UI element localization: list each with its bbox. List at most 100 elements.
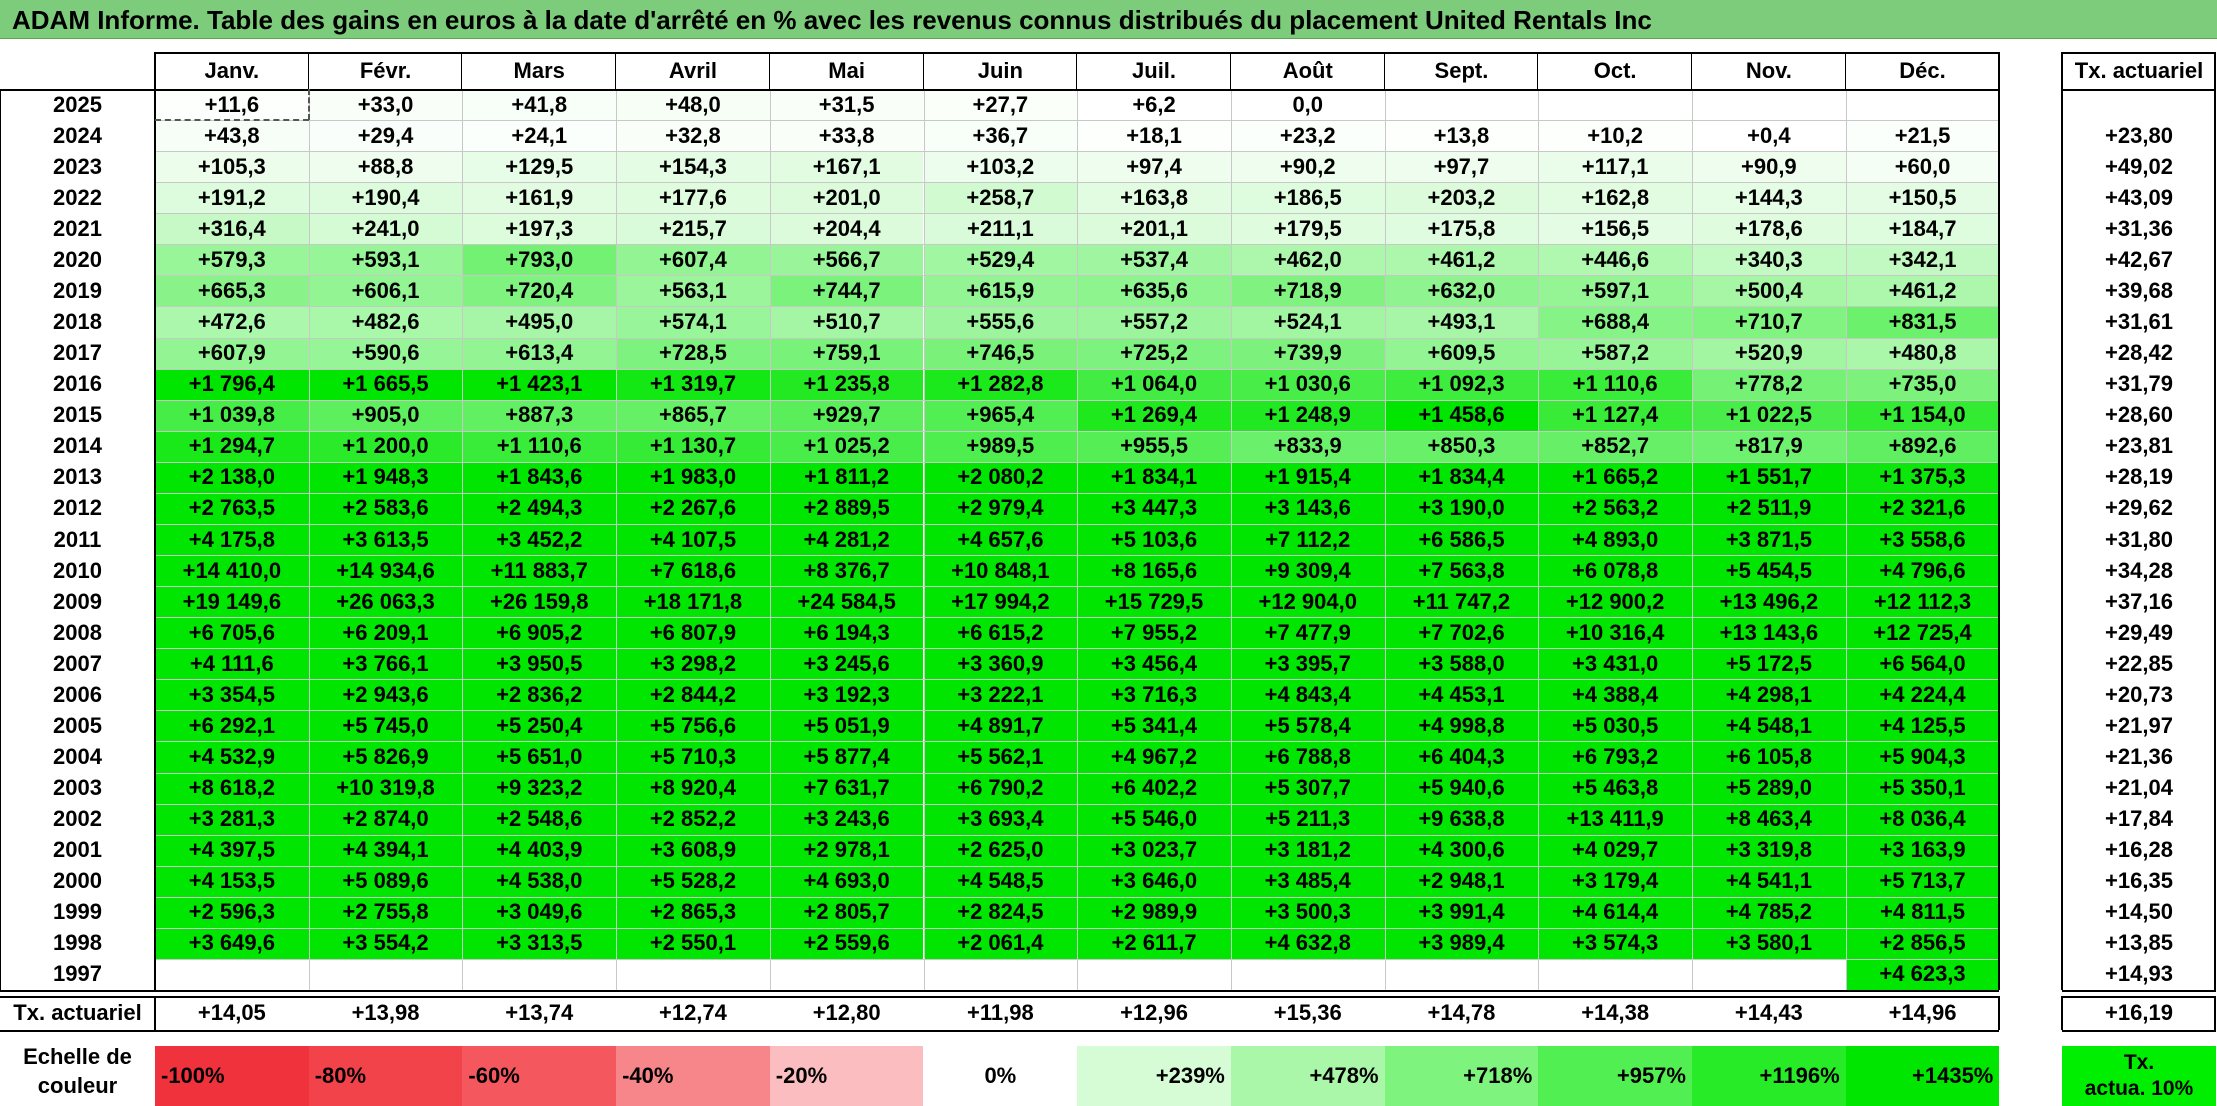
gain-cell: +3 588,0 [1384,648,1539,680]
month-tx-actuariel: +13,74 [505,1000,574,1025]
gain-cell: +482,6 [308,306,463,338]
gain-cell: +1 110,6 [462,430,617,462]
year-label: 2018 [53,309,102,335]
gain-cell: +2 874,0 [308,803,463,835]
color-scale-step: +1435% [1845,1046,2000,1106]
gain-cell: +316,4 [155,213,309,245]
gain-cell: +1 375,3 [1845,461,2000,493]
column-gridline [462,89,464,991]
gain-cell: +4 175,8 [155,523,309,556]
row-tx-actuariel: +43,09 [2105,184,2173,210]
gain-cell: +201,1 [1077,213,1231,245]
year-label: 2020 [53,246,102,272]
gain-cell: +203,2 [1384,182,1539,214]
gain-cell: +5 103,6 [1077,523,1231,556]
month-tx-actuariel: +12,96 [1120,1000,1188,1025]
row-tx-actuariel: +21,97 [2105,712,2173,738]
row-gridline [155,586,2000,588]
gain-cell: +3 608,9 [616,834,770,866]
gain-cell: +2 852,2 [616,803,770,835]
gain-cell: +156,5 [1538,213,1692,245]
gain-cell: +563,1 [616,275,770,307]
row-tx-actuariel: +13,85 [2105,930,2173,956]
tx-actuariel-legend: Tx. actua. 10% [2062,1046,2216,1106]
gain-cell: +609,5 [1384,337,1539,369]
gain-cell: +905,0 [308,399,463,431]
gain-cell: +177,6 [616,182,770,214]
gain-cell: +90,9 [1692,151,1846,183]
gain-cell: +48,0 [616,89,770,121]
gain-cell: +5 546,0 [1077,803,1231,835]
gain-cell: +6 793,2 [1538,741,1692,773]
gain-cell: +29,4 [308,120,463,152]
gain-cell: +3 313,5 [462,927,617,959]
month-header-5: Mai [828,57,865,83]
year-label: 2002 [53,806,102,832]
column-gridline [923,89,925,991]
tx-row-label: Tx. actuariel [13,1000,142,1025]
table-border [0,89,2000,91]
row-tx-actuariel: +29,62 [2105,495,2173,521]
gain-cell: +887,3 [462,399,617,431]
gain-cell: +5 030,5 [1538,710,1692,742]
row-gridline [155,461,2000,463]
gain-cell: +241,0 [308,213,463,245]
gain-cell [155,958,309,991]
gain-cell: +3 989,4 [1384,927,1539,959]
gain-cell [1538,89,1692,121]
gain-cell: +3 192,3 [769,679,924,711]
month-tx-actuariel: +14,96 [1888,1000,1957,1025]
gain-cell: +3 243,6 [769,803,924,835]
gain-cell: +472,6 [155,306,309,338]
gain-cell: +587,2 [1538,337,1692,369]
gain-cell: +1 154,0 [1845,399,2000,431]
gain-cell: +103,2 [923,151,1078,183]
gain-cell: +12 725,4 [1845,617,2000,649]
year-label: 2003 [53,775,102,801]
year-label: 2025 [53,91,102,117]
color-scale-step: -60% [462,1046,617,1106]
gain-cell: +13,8 [1384,120,1539,152]
gain-cell: +1 796,4 [155,368,309,400]
gain-cell: +2 805,7 [769,896,924,928]
table-border [2062,1030,2216,1032]
table-border [2062,52,2216,54]
gain-cell: +18 171,8 [616,586,770,618]
gain-cell: +1 294,7 [155,430,309,462]
gain-cell: +2 755,8 [308,896,463,928]
gain-cell: +4 796,6 [1845,555,2000,587]
gain-cell: +1 200,0 [308,430,463,462]
gain-cell: +3 298,2 [616,648,770,680]
row-tx-actuariel: +28,19 [2105,464,2173,490]
gain-cell: +1 423,1 [462,368,617,400]
gain-cell: +446,6 [1538,244,1692,276]
table-border [154,996,156,1030]
row-tx-actuariel: +31,36 [2105,215,2173,241]
gain-cell: +342,1 [1845,244,2000,276]
row-gridline [155,151,2000,153]
gain-cell: +90,2 [1230,151,1385,183]
gain-cell: +4 623,3 [1845,958,2000,991]
gain-cell [1230,958,1385,991]
table-border [2061,52,2063,991]
gain-cell: +793,0 [462,244,617,276]
gain-cell: +5 051,9 [769,710,924,742]
gain-cell: +1 030,6 [1230,368,1385,400]
gain-cell: +7 702,6 [1384,617,1539,649]
gain-cell: +24,1 [462,120,617,152]
gain-cell: +4 657,6 [923,523,1078,556]
gain-cell: +154,3 [616,151,770,183]
gain-cell: +2 548,6 [462,803,617,835]
gain-cell: +4 893,0 [1538,523,1692,556]
gain-cell: +3 456,4 [1077,648,1231,680]
gain-cell: +7 955,2 [1077,617,1231,649]
gain-cell: +163,8 [1077,182,1231,214]
header-separator [922,52,924,89]
month-tx-actuariel: +14,78 [1427,1000,1496,1025]
gain-cell: +688,4 [1538,306,1692,338]
gain-cell: +520,9 [1692,337,1846,369]
gain-cell: +6 905,2 [462,617,617,649]
gain-cell: +3 500,3 [1230,896,1385,928]
gain-cell: +0,4 [1692,120,1846,152]
column-gridline [1077,89,1079,991]
